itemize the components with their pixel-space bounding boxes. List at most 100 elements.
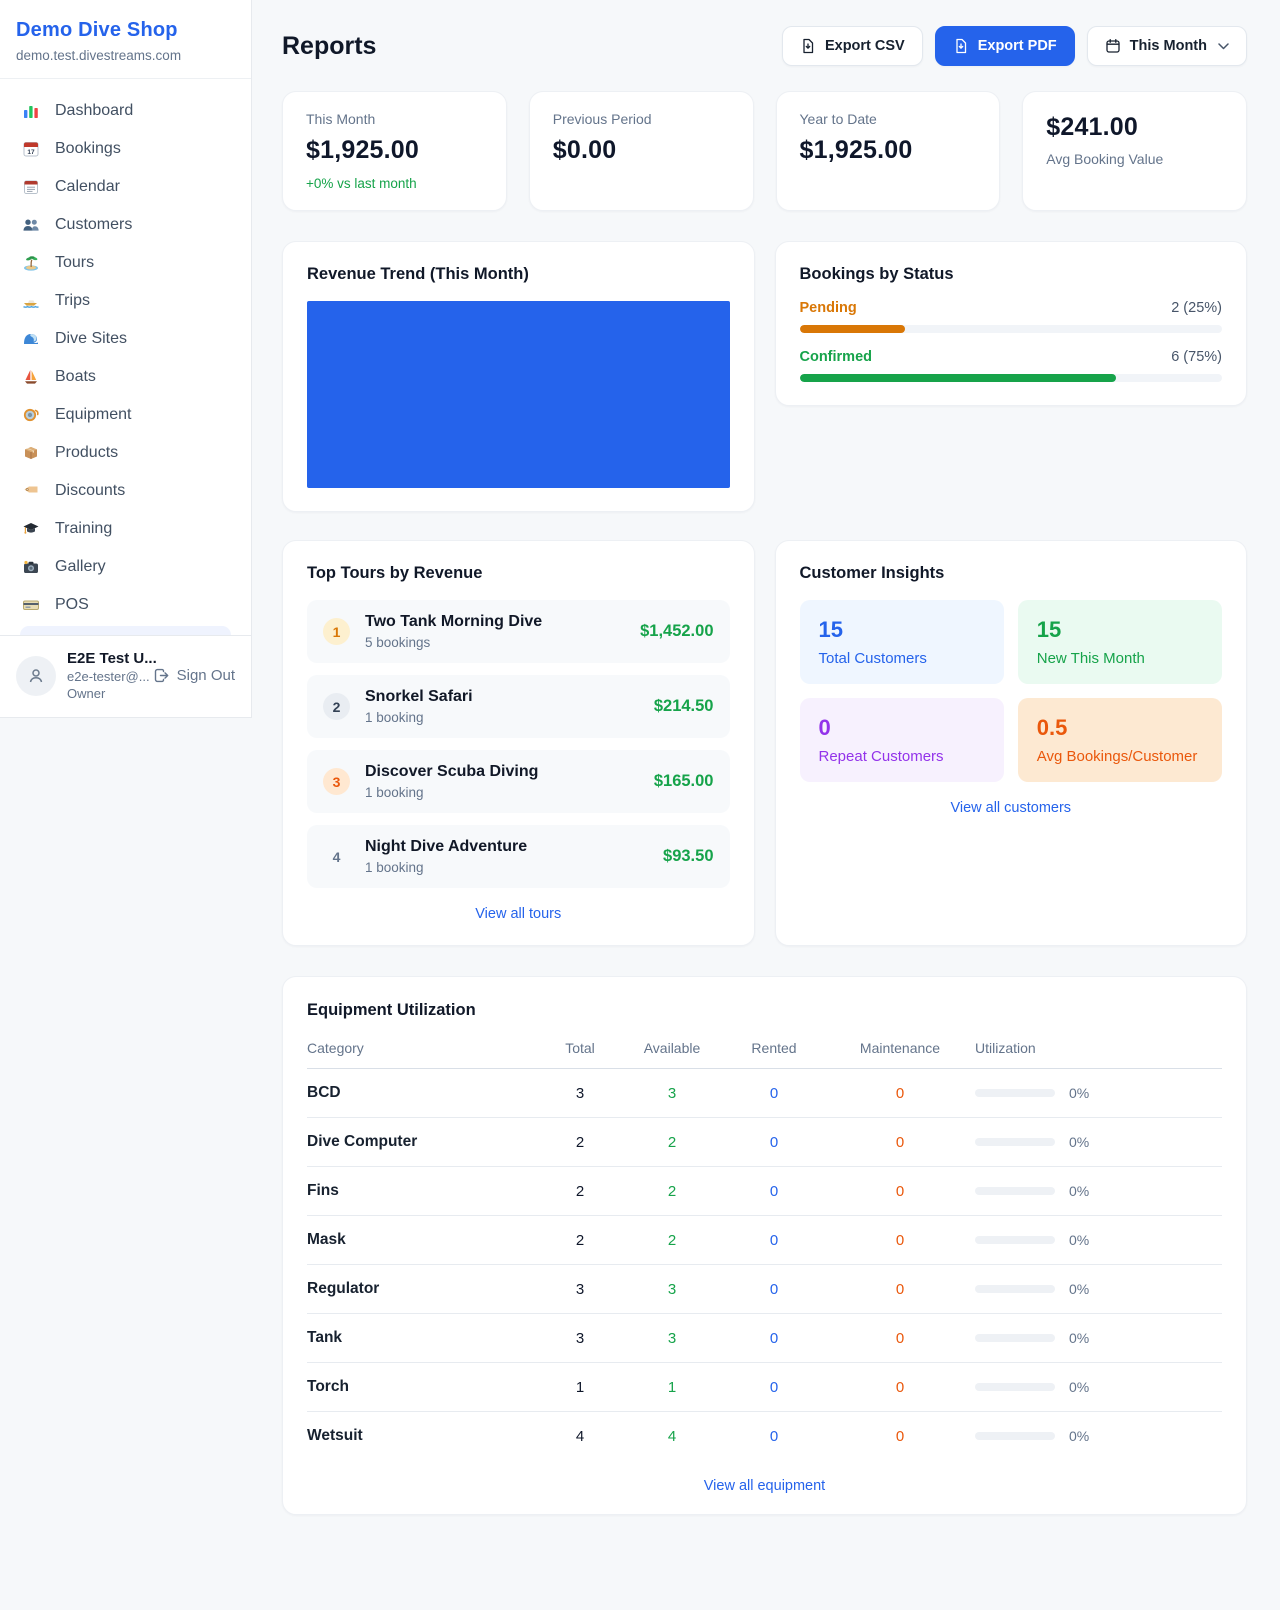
insight-label: Total Customers: [818, 650, 927, 667]
cell-available: 2: [621, 1117, 723, 1167]
sidebar-item-label: Dive Sites: [55, 330, 128, 347]
utilization-label: 0%: [1069, 1183, 1090, 1199]
cell-maintenance: 0: [825, 1362, 975, 1412]
progress-fill: [799, 325, 906, 333]
insight-label: Repeat Customers: [818, 748, 944, 765]
sidebar-item-bookings[interactable]: 17 Bookings: [10, 130, 241, 168]
col-rented: Rented: [723, 1026, 825, 1069]
export-csv-button[interactable]: Export CSV: [781, 26, 923, 66]
view-all-equipment-link[interactable]: View all equipment: [703, 1478, 826, 1494]
sidebar-item-label: Products: [55, 444, 119, 461]
cell-maintenance: 0: [825, 1264, 975, 1314]
stat-label: Year to Date: [799, 111, 877, 127]
table-row: Dive Computer 2 2 0 0 0%: [307, 1117, 1222, 1167]
bookings-calendar-icon: 17: [22, 140, 40, 158]
tour-revenue: $165.00: [653, 772, 714, 790]
insight-tile-new-this-month: 15 New This Month: [1017, 600, 1222, 684]
cell-total: 3: [539, 1264, 621, 1314]
sidebar-item-equipment[interactable]: Equipment: [10, 396, 241, 434]
sidebar-item-label: Trips: [55, 292, 90, 309]
sidebar-item-partial-highlight[interactable]: [20, 626, 231, 635]
status-count: 2 (25%): [1171, 300, 1222, 316]
sidebar-item-dive-sites[interactable]: Dive Sites: [10, 320, 241, 358]
utilization-track: [975, 1236, 1055, 1244]
tour-bookings: 1 booking: [365, 710, 424, 725]
utilization-label: 0%: [1069, 1379, 1090, 1395]
insight-value: 0: [818, 715, 831, 740]
sidebar-item-discounts[interactable]: Discounts: [10, 472, 241, 510]
sidebar-item-dashboard[interactable]: Dashboard: [10, 92, 241, 130]
cell-total: 4: [575, 1427, 585, 1445]
tour-bookings: 1 booking: [365, 785, 424, 800]
status-label: Pending: [799, 300, 857, 316]
dashboard-icon: [22, 102, 40, 120]
cell-maintenance: 0: [825, 1166, 975, 1216]
sidebar-item-products[interactable]: Products: [10, 434, 241, 472]
cell-total: 2: [539, 1215, 621, 1265]
shop-name: Demo Dive Shop: [16, 19, 178, 41]
insight-tile-total-customers: 15 Total Customers: [799, 600, 1004, 684]
shop-domain: demo.test.divestreams.com: [16, 48, 182, 63]
sidebar-item-pos[interactable]: POS: [10, 586, 241, 624]
rank-badge: 2: [323, 693, 350, 720]
table-row: Torch 1 1 0 0 0%: [307, 1362, 1222, 1412]
revenue-trend-title: Revenue Trend (This Month): [307, 265, 529, 283]
cell-maintenance: 0: [825, 1068, 975, 1118]
col-utilization: Utilization: [975, 1026, 1222, 1069]
table-row: Fins 2 2 0 0 0%: [307, 1166, 1222, 1216]
customer-insights-card: Customer Insights 15 Total Customers 15 …: [774, 540, 1247, 946]
utilization-track: [975, 1334, 1055, 1342]
cell-rented: 0: [723, 1117, 825, 1167]
table-row: Mask 2 2 0 0 0%: [307, 1215, 1222, 1265]
cell-maintenance: 0: [825, 1117, 975, 1167]
sidebar-item-gallery[interactable]: Gallery: [10, 548, 241, 586]
stat-card-avg-booking-value: $241.00 Avg Booking Value: [1022, 91, 1247, 211]
cell-rented: 0: [723, 1362, 825, 1412]
utilization-label: 0%: [1069, 1330, 1090, 1346]
sidebar-item-customers[interactable]: Customers: [10, 206, 241, 244]
sidebar-item-label: Discounts: [55, 482, 126, 499]
utilization-track: [975, 1432, 1055, 1440]
sign-out-button[interactable]: Sign Out: [153, 667, 235, 684]
sidebar-item-trips[interactable]: Trips: [10, 282, 241, 320]
cell-category: Mask: [307, 1215, 539, 1265]
graduation-cap-icon: [22, 520, 40, 538]
period-label: This Month: [1129, 38, 1207, 54]
utilization-track: [975, 1089, 1055, 1097]
utilization-track: [975, 1285, 1055, 1293]
cell-available: 4: [667, 1427, 677, 1445]
progress-track: [799, 325, 1222, 333]
stat-value: $0.00: [552, 136, 617, 164]
file-download-icon: [956, 38, 966, 54]
insight-value: 0.5: [1036, 715, 1068, 740]
wave-icon: [22, 330, 40, 348]
view-all-customers-link[interactable]: View all customers: [950, 800, 1072, 816]
period-select[interactable]: This Month: [1086, 26, 1247, 66]
cell-total: 1: [539, 1362, 621, 1412]
chevron-down-icon: [1218, 42, 1229, 49]
cell-utilization: 0%: [975, 1379, 1222, 1395]
col-total: Total: [539, 1026, 621, 1069]
insight-value: 15: [818, 617, 843, 642]
table-row: BCD 3 3 0 0 0%: [307, 1068, 1222, 1118]
person-icon: [29, 668, 43, 682]
page-header: Reports Export CSV Export PDF This Month: [282, 26, 1247, 66]
sidebar-item-boats[interactable]: Boats: [10, 358, 241, 396]
cell-rented: 0: [723, 1068, 825, 1118]
equipment-utilization-card: Equipment Utilization Category Total Ava…: [282, 976, 1247, 1515]
status-label: Confirmed: [799, 349, 873, 365]
export-pdf-button[interactable]: Export PDF: [934, 26, 1075, 66]
sidebar-item-calendar[interactable]: Calendar: [10, 168, 241, 206]
sidebar-item-tours[interactable]: Tours: [10, 244, 241, 282]
sidebar-item-label: Boats: [55, 368, 96, 385]
tag-icon: [22, 482, 40, 500]
export-pdf-label: Export PDF: [977, 38, 1057, 54]
sidebar-item-training[interactable]: Training: [10, 510, 241, 548]
equipment-utilization-title: Equipment Utilization: [307, 1001, 476, 1019]
cell-utilization: 0%: [975, 1232, 1222, 1248]
utilization-label: 0%: [1069, 1232, 1090, 1248]
calendar-pad-icon: [22, 178, 40, 196]
cell-category: Fins: [307, 1166, 539, 1216]
view-all-tours-link[interactable]: View all tours: [475, 906, 562, 922]
svg-text:17: 17: [27, 149, 35, 156]
